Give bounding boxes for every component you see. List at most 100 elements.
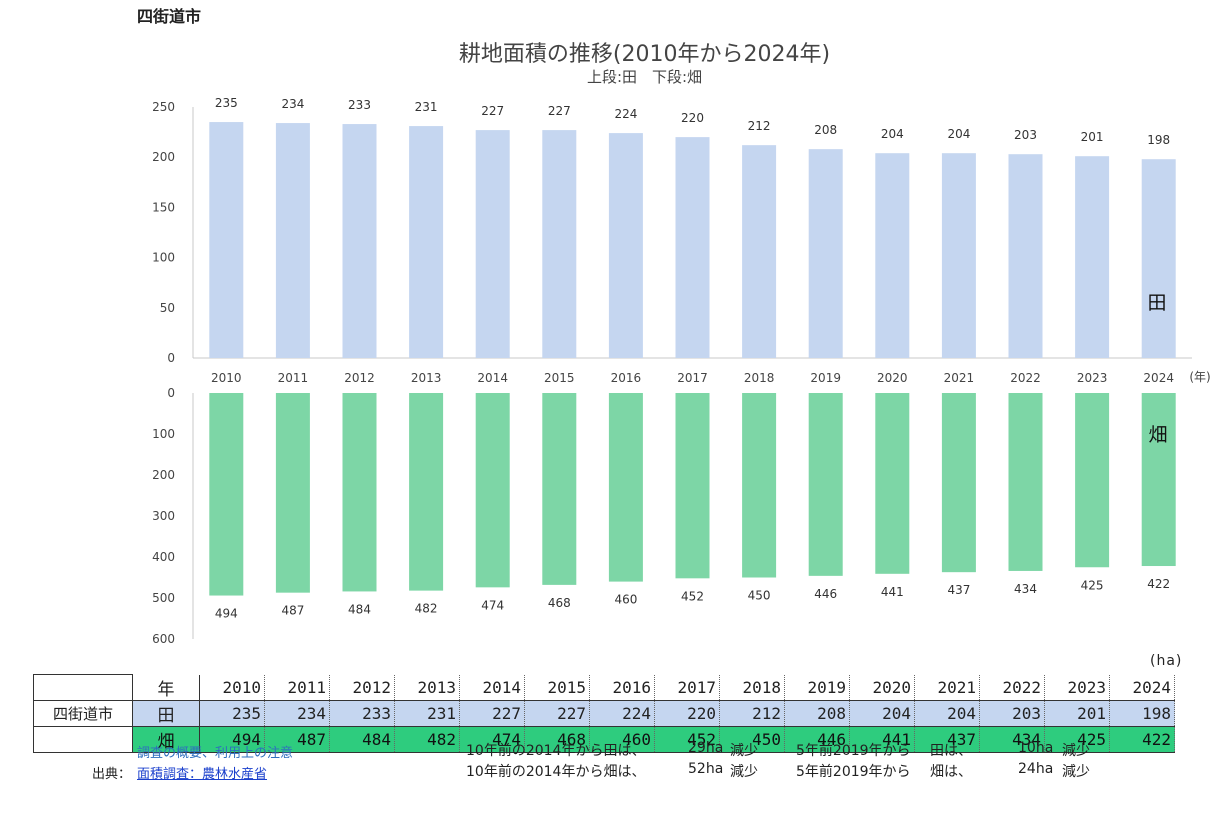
field-data-label: 468 bbox=[548, 596, 571, 610]
rice-bar bbox=[808, 149, 843, 358]
bottom-y-tick-label: 500 bbox=[152, 591, 175, 605]
field-bar bbox=[675, 393, 710, 579]
table-row-label-field: 畑 bbox=[132, 726, 200, 753]
table-cell-field: 452 bbox=[654, 726, 720, 753]
rice-data-label: 201 bbox=[1081, 130, 1104, 144]
field-bar bbox=[1075, 393, 1110, 568]
rice-data-label: 227 bbox=[548, 104, 571, 118]
table-year-header: 2018 bbox=[719, 674, 785, 701]
table-cell-rice: 220 bbox=[654, 700, 720, 727]
table-corner-cell bbox=[33, 674, 133, 701]
chart-subtitle: 上段:田 下段:畑 bbox=[586, 68, 703, 86]
rice-data-label: 231 bbox=[415, 100, 438, 114]
rice-data-label: 224 bbox=[614, 107, 637, 121]
table-year-header: 2014 bbox=[459, 674, 525, 701]
table-row-head-blank bbox=[33, 725, 133, 753]
table-cell-field: 437 bbox=[914, 726, 980, 753]
field-data-label: 494 bbox=[215, 607, 238, 621]
bottom-y-tick-label: 100 bbox=[152, 427, 175, 441]
field-data-label: 474 bbox=[481, 598, 504, 612]
table-year-header: 2013 bbox=[394, 674, 460, 701]
table-year-header: 2019 bbox=[784, 674, 850, 701]
table-row-head: 四街道市 bbox=[33, 699, 133, 727]
field-bar bbox=[409, 393, 444, 591]
field-bar bbox=[808, 393, 843, 576]
rice-data-label: 212 bbox=[748, 119, 771, 133]
summary-field-5y-word: 減少 bbox=[1062, 764, 1090, 780]
source-link[interactable]: 面積調査：農林水産省 bbox=[137, 767, 268, 782]
rice-bar bbox=[1008, 154, 1043, 358]
summary-field-10y-value: 52ha bbox=[688, 761, 724, 777]
field-data-label: 422 bbox=[1147, 577, 1170, 591]
overview-notes-link[interactable]: 調査の概要、利用上の注意 bbox=[137, 746, 294, 761]
table-cell-rice: 235 bbox=[199, 700, 265, 727]
table-header-label: 年 bbox=[132, 674, 200, 701]
rice-bar bbox=[542, 130, 577, 358]
summary-field-5y-prefix: 5年前2019年から bbox=[796, 764, 911, 780]
top-y-tick-label: 50 bbox=[160, 301, 175, 315]
rice-bar bbox=[209, 122, 244, 358]
rice-data-label: 198 bbox=[1147, 133, 1170, 147]
rice-bar bbox=[409, 126, 444, 359]
table-cell-field: 468 bbox=[524, 726, 590, 753]
field-data-label: 425 bbox=[1081, 578, 1104, 592]
field-data-label: 460 bbox=[614, 593, 637, 607]
table-cell-rice: 224 bbox=[589, 700, 655, 727]
x-tick-label: 2015 bbox=[544, 371, 575, 385]
bottom-y-tick-label: 200 bbox=[152, 468, 175, 482]
bottom-y-tick-label: 0 bbox=[167, 386, 175, 400]
field-bar bbox=[1008, 393, 1043, 571]
field-data-label: 482 bbox=[415, 602, 438, 616]
table-row-field: 畑 494 487 484 482 474 468 460 452 450 446 441 437 43… bbox=[33, 725, 1175, 753]
x-tick-label: 2011 bbox=[278, 371, 309, 385]
table-cell-rice: 203 bbox=[979, 700, 1045, 727]
summary-rice-5y: 田は、 bbox=[930, 743, 972, 759]
rice-bar bbox=[875, 153, 910, 358]
table-cell-rice: 201 bbox=[1044, 700, 1110, 727]
field-bar bbox=[342, 393, 377, 592]
field-bar bbox=[542, 393, 577, 585]
table-cell-field: 434 bbox=[979, 726, 1045, 753]
x-unit-label: (年) bbox=[1189, 370, 1210, 384]
field-bar bbox=[475, 393, 510, 588]
x-tick-label: 2012 bbox=[344, 371, 375, 385]
top-y-tick-label: 100 bbox=[152, 251, 175, 265]
field-bar bbox=[275, 393, 310, 593]
top-y-tick-label: 200 bbox=[152, 150, 175, 164]
table-cell-field: 441 bbox=[849, 726, 915, 753]
table-year-header: 2015 bbox=[524, 674, 590, 701]
field-bar bbox=[941, 393, 976, 573]
summary-rice-10y-value: 29ha bbox=[688, 740, 724, 756]
field-bar bbox=[1141, 393, 1176, 567]
field-data-label: 446 bbox=[814, 587, 837, 601]
table-cell-rice: 231 bbox=[394, 700, 460, 727]
summary-field-5y-value: 24ha bbox=[1018, 761, 1054, 777]
rice-bar bbox=[608, 133, 643, 358]
table-cell-rice: 234 bbox=[264, 700, 330, 727]
bar-chart: 0 50 100 150 200 250 235 234 233 231 227 227 224 220 2… bbox=[152, 96, 1211, 646]
field-bar bbox=[742, 393, 777, 578]
table-cell-rice: 204 bbox=[849, 700, 915, 727]
rice-bar bbox=[742, 145, 777, 358]
table-unit-label: (ha) bbox=[1150, 653, 1183, 669]
table-year-header: 2012 bbox=[329, 674, 395, 701]
summary-rice-10y-word: 減少 bbox=[730, 743, 758, 759]
table-cell-rice: 227 bbox=[459, 700, 525, 727]
rice-data-label: 208 bbox=[814, 123, 837, 137]
x-tick-label: 2022 bbox=[1010, 371, 1041, 385]
table-year-header: 2023 bbox=[1044, 674, 1110, 701]
rice-data-label: 204 bbox=[947, 127, 970, 141]
rice-bar bbox=[941, 153, 976, 358]
table-cell-rice: 233 bbox=[329, 700, 395, 727]
field-data-label: 452 bbox=[681, 589, 704, 603]
field-data-label: 450 bbox=[748, 589, 771, 603]
source-label: 出典： bbox=[92, 767, 132, 782]
table-cell-field: 487 bbox=[264, 726, 330, 753]
rice-bar bbox=[675, 137, 710, 358]
table-cell-field: 450 bbox=[719, 726, 785, 753]
bottom-y-tick-label: 600 bbox=[152, 632, 175, 646]
rice-bar bbox=[1141, 159, 1176, 358]
x-tick-label: 2013 bbox=[411, 371, 442, 385]
table-row-label-rice: 田 bbox=[132, 700, 200, 727]
x-tick-label: 2014 bbox=[477, 371, 508, 385]
